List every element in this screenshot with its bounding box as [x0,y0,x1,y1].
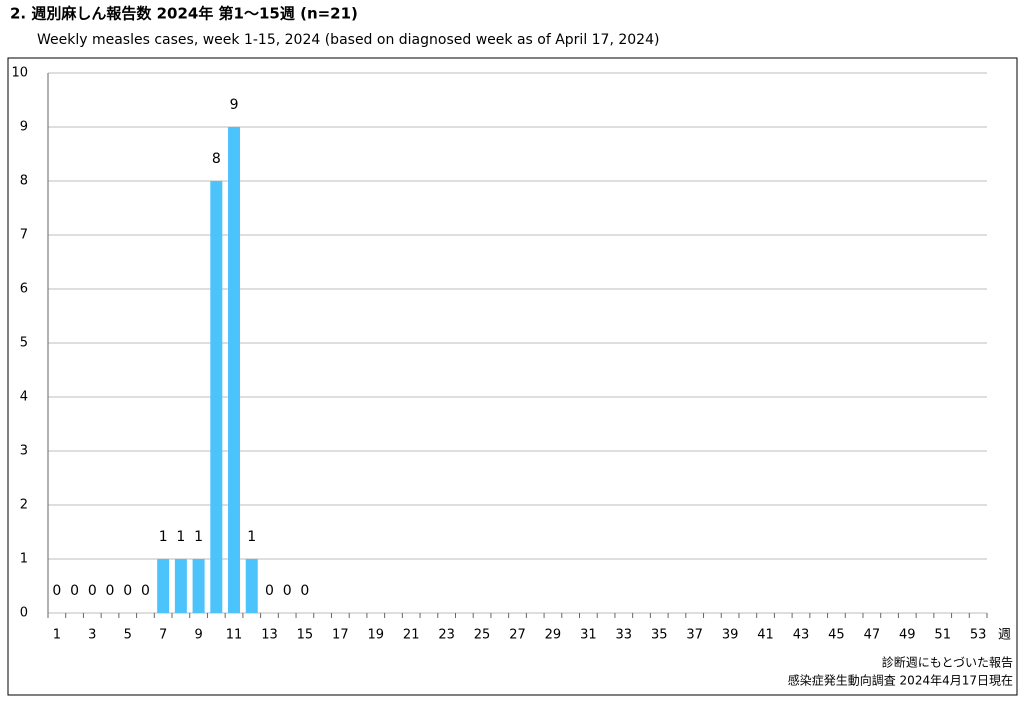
chart-frame [7,57,1018,696]
y-tick-label: 1 [20,552,28,567]
data-label: 8 [212,151,221,167]
x-tick-label: 27 [509,628,526,643]
x-tick-label: 29 [545,628,562,643]
data-label: 0 [265,583,274,599]
x-tick-label: 7 [159,628,167,643]
y-tick-label: 5 [20,336,28,351]
x-tick-label: 5 [124,628,132,643]
data-label: 9 [230,97,239,113]
x-tick-label: 41 [757,628,774,643]
x-axis-unit: 週 [998,628,1011,643]
data-label: 0 [52,583,61,599]
y-tick-label: 3 [20,444,28,459]
y-tick-label: 9 [20,120,28,135]
x-tick-label: 9 [194,628,202,643]
x-tick-label: 45 [828,628,845,643]
y-tick-label: 8 [20,174,28,189]
x-tick-label: 17 [332,628,349,643]
y-tick-label: 10 [11,66,28,81]
data-label: 0 [141,583,150,599]
y-tick-label: 6 [20,282,28,297]
x-tick-label: 37 [686,628,703,643]
y-tick-label: 7 [20,228,28,243]
data-label: 1 [176,529,185,545]
x-tick-label: 47 [864,628,881,643]
data-label: 0 [106,583,115,599]
data-label: 1 [247,529,256,545]
data-label: 1 [159,529,168,545]
data-label: 0 [70,583,79,599]
note: 診断週にもとづいた報告 [882,655,1013,670]
x-tick-label: 43 [793,628,810,643]
bar [210,181,223,613]
data-label: 1 [194,529,203,545]
x-tick-label: 11 [226,628,243,643]
x-tick-label: 35 [651,628,668,643]
bar [192,559,205,613]
note: 感染症発生動向調査 2024年4月17日現在 [788,673,1013,688]
data-label: 0 [300,583,309,599]
x-tick-label: 19 [367,628,384,643]
data-label: 0 [123,583,132,599]
bar [228,127,241,613]
x-tick-label: 3 [88,628,96,643]
y-tick-label: 0 [20,606,28,621]
x-tick-label: 1 [53,628,61,643]
x-tick-label: 49 [899,628,916,643]
bar [245,559,258,613]
x-tick-label: 25 [474,628,491,643]
y-tick-label: 2 [20,498,28,513]
x-tick-label: 15 [297,628,314,643]
x-tick-label: 53 [970,628,987,643]
bar [157,559,170,613]
x-tick-label: 23 [438,628,455,643]
x-tick-label: 39 [722,628,739,643]
data-label: 0 [283,583,292,599]
chart-subtitle: Weekly measles cases, week 1-15, 2024 (b… [37,32,659,48]
bar [174,559,187,613]
x-tick-label: 13 [261,628,278,643]
x-tick-label: 21 [403,628,420,643]
x-tick-label: 33 [616,628,633,643]
x-tick-label: 51 [934,628,951,643]
data-label: 0 [88,583,97,599]
y-tick-label: 4 [20,390,28,405]
chart-title: 2. 週別麻しん報告数 2024年 第1～15週 (n=21) [10,5,358,23]
x-tick-label: 31 [580,628,597,643]
